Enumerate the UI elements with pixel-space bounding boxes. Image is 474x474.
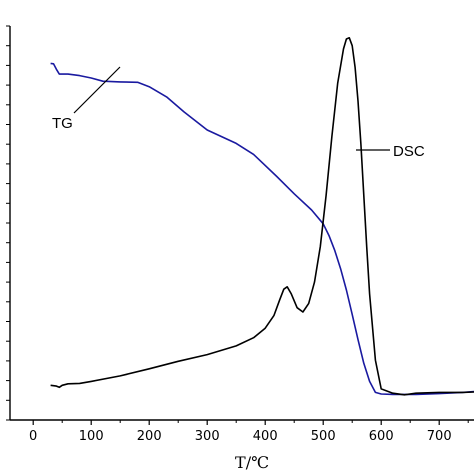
x-tick-label: 100	[79, 429, 104, 444]
tg-series-line	[50, 62, 474, 396]
x-axis-ticks	[32, 420, 469, 425]
dsc-annotation-label: DSC	[393, 143, 425, 160]
x-tick-label: 600	[369, 429, 394, 444]
x-tick-label: 500	[311, 429, 336, 444]
series-layer	[50, 36, 474, 396]
x-tick-label: 700	[427, 429, 452, 444]
x-axis-tick-labels: 0 100 200 300 400 500 600 700	[29, 429, 452, 444]
x-tick-label: 0	[29, 429, 37, 444]
x-axis-title: T/℃	[235, 453, 269, 472]
x-tick-label: 400	[253, 429, 278, 444]
x-tick-label: 300	[195, 429, 220, 444]
x-tick-label: 200	[137, 429, 162, 444]
annotation-layer: TG DSC	[52, 66, 425, 160]
tg-annotation-leader	[73, 66, 121, 114]
plot-frame	[9, 26, 474, 421]
dsc-series-line	[50, 36, 474, 396]
y-axis-ticks	[6, 25, 10, 421]
tg-annotation-label: TG	[52, 115, 73, 132]
